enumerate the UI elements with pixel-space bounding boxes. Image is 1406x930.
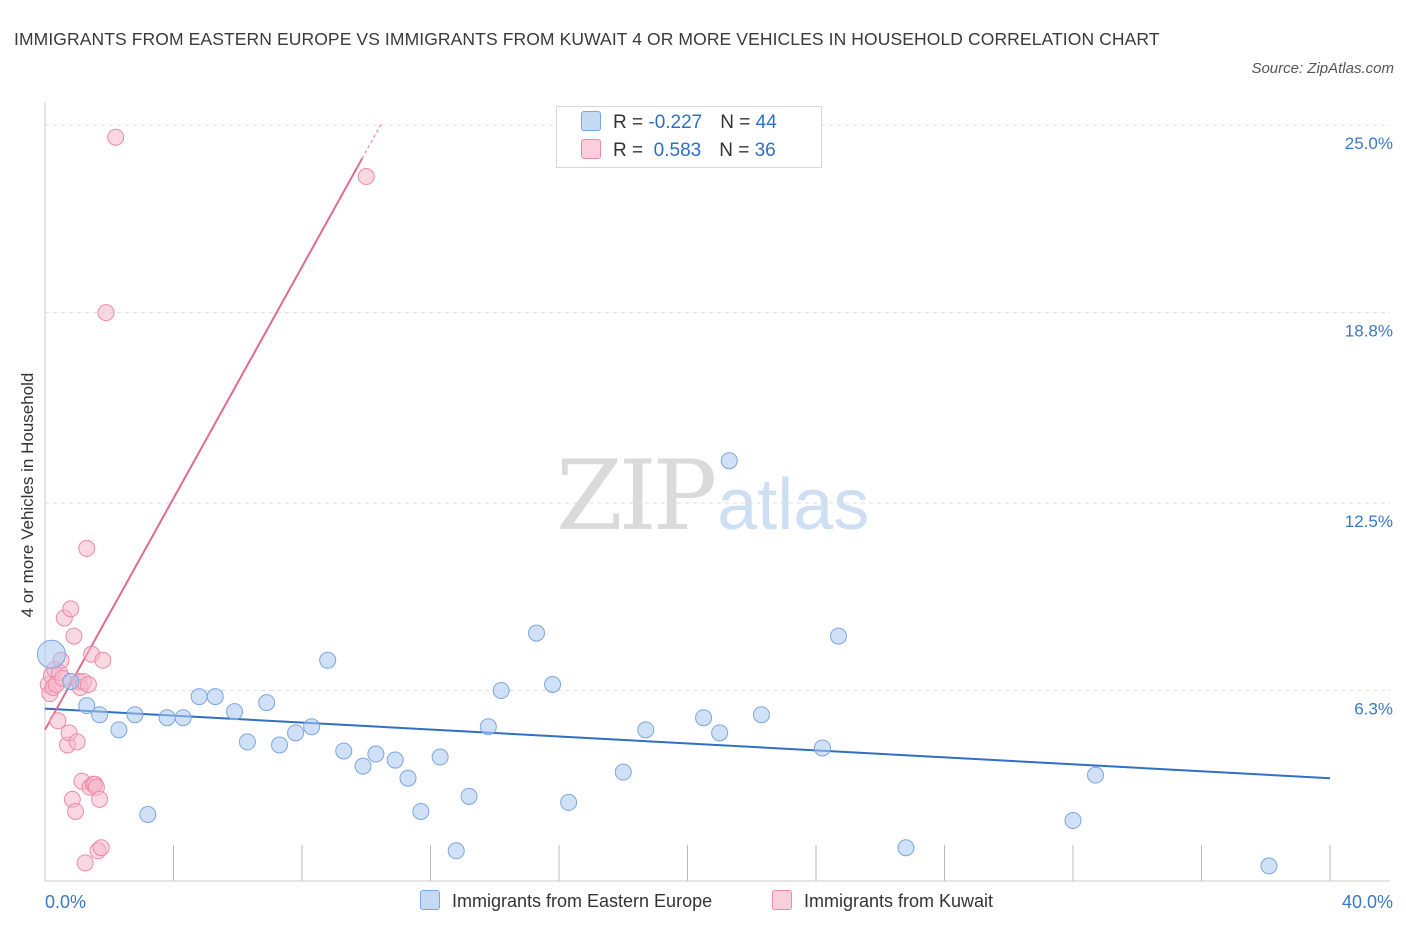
bottom-legend-swatch-blue [420,890,440,910]
data-point-eastern-europe [258,694,276,712]
data-point-kuwait [79,675,97,693]
watermark-zip: ZIP [556,440,717,552]
data-point-eastern-europe [1064,812,1082,830]
data-point-kuwait [97,304,115,322]
data-point-eastern-europe [271,736,289,754]
legend-n-value: 36 [754,140,776,161]
zipatlas-watermark: ZIPatlas [556,440,869,552]
data-point-eastern-europe [614,763,632,781]
data-point-eastern-europe [479,718,497,736]
bottom-legend-swatch-pink [772,890,792,910]
data-point-eastern-europe [560,793,578,811]
watermark-atlas: atlas [717,465,870,545]
data-point-eastern-europe [287,724,305,742]
legend-r-label: R = [613,112,649,133]
data-point-eastern-europe [367,745,385,763]
data-point-kuwait [67,802,85,820]
data-points [36,128,1278,875]
data-point-eastern-europe [78,697,96,715]
legend-r-value: -0.227 [648,112,703,133]
data-point-eastern-europe [174,709,192,727]
data-point-kuwait [357,168,375,186]
data-point-eastern-europe [637,721,655,739]
correlation-legend: R = -0.227 N = 44 R = 0.583 N = 36 [556,106,822,168]
data-point-eastern-europe [226,703,244,721]
data-point-eastern-europe [399,769,417,787]
legend-swatch-blue [581,111,601,131]
data-point-eastern-europe [431,748,449,766]
legend-r-value: 0.583 [648,140,702,161]
data-point-kuwait [78,539,96,557]
data-point-eastern-europe [206,688,224,706]
trend-line-kuwait-extension [361,121,383,159]
legend-r-label: R = [613,140,649,161]
data-point-eastern-europe [460,787,478,805]
data-point-eastern-europe [711,724,729,742]
data-point-eastern-europe [897,839,915,857]
data-point-eastern-europe [158,709,176,727]
data-point-kuwait [92,839,110,857]
data-point-eastern-europe [752,706,770,724]
data-point-eastern-europe [528,624,546,642]
data-point-eastern-europe [303,718,321,736]
data-point-eastern-europe [544,675,562,693]
data-point-eastern-europe [139,805,157,823]
y-tick-label: 18.8% [1345,322,1393,341]
trend-line-kuwait [44,158,363,731]
data-point-eastern-europe [110,721,128,739]
data-point-eastern-europe [829,627,847,645]
bottom-legend-eastern-europe: Immigrants from Eastern Europe [420,890,712,912]
bottom-legend-label: Immigrants from Kuwait [804,891,994,911]
data-point-kuwait [107,128,125,146]
source-label: Source: ZipAtlas.com [1251,60,1394,77]
trend-line-eastern-europe [44,707,1331,780]
data-point-eastern-europe [319,651,337,669]
legend-n-value: 44 [755,112,777,133]
data-point-eastern-europe [1086,766,1104,784]
trend-lines [44,121,1331,780]
data-point-eastern-europe [386,751,404,769]
data-point-kuwait [65,627,83,645]
legend-swatch-pink [581,139,601,159]
data-point-eastern-europe [720,452,738,470]
data-point-eastern-europe [126,706,144,724]
data-point-eastern-europe [447,842,465,860]
y-tick-label: 25.0% [1345,134,1393,153]
legend-row-kuwait: R = 0.583 N = 36 [581,139,776,165]
y-tick-label: 6.3% [1354,700,1393,719]
data-point-eastern-europe [238,733,256,751]
y-tick-label: 12.5% [1345,512,1393,531]
tick-labels: 6.3% 12.5% 18.8% 25.0% 0.0% 40.0% [45,134,1393,912]
data-point-eastern-europe [335,742,353,760]
data-point-kuwait [49,712,67,730]
data-point-eastern-europe [492,682,510,700]
data-point-eastern-europe [1260,857,1278,875]
bottom-legend-label: Immigrants from Eastern Europe [452,891,713,911]
legend-row-eastern-europe: R = -0.227 N = 44 [581,111,777,137]
data-point-kuwait [62,600,80,618]
legend-n-label: N = [719,140,755,161]
data-point-eastern-europe [36,639,66,669]
data-point-kuwait [91,790,109,808]
data-point-eastern-europe [412,802,430,820]
chart-title: IMMIGRANTS FROM EASTERN EUROPE VS IMMIGR… [14,29,1160,49]
data-point-kuwait [68,733,86,751]
data-point-eastern-europe [813,739,831,757]
data-point-eastern-europe [91,706,109,724]
axes [44,102,1390,882]
data-point-eastern-europe [190,688,208,706]
data-point-eastern-europe [62,672,80,690]
data-point-kuwait [76,854,94,872]
data-point-eastern-europe [354,757,372,775]
bottom-legend-kuwait: Immigrants from Kuwait [772,890,993,912]
x-tick-label-max: 40.0% [1342,892,1393,912]
data-point-eastern-europe [695,709,713,727]
x-tick-label-min: 0.0% [45,892,86,912]
legend-n-label: N = [720,112,756,133]
grid-lines [45,124,1390,692]
data-point-kuwait [94,651,112,669]
